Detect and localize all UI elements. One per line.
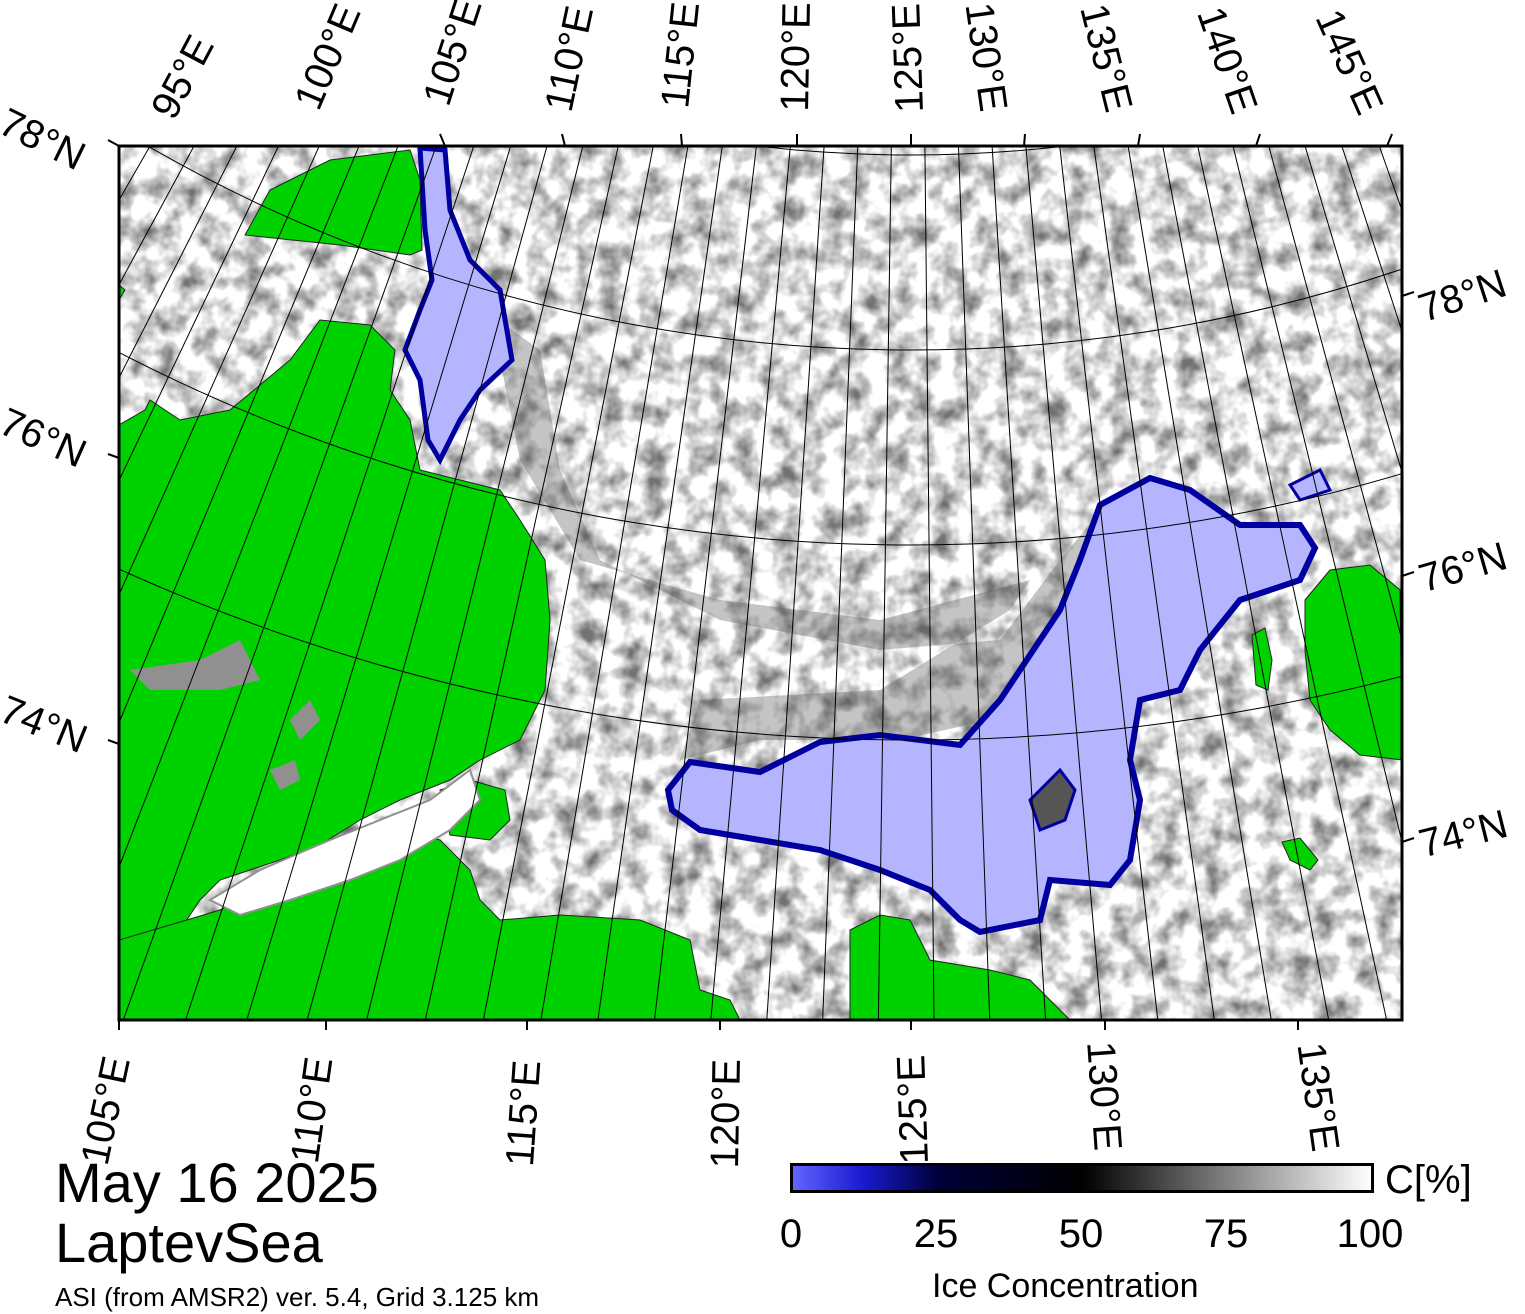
bottom-lon-label: 120°E — [703, 1058, 749, 1169]
khatanga-gulf — [207, 768, 482, 917]
map-region: LaptevSea — [55, 1211, 323, 1274]
polynya-small — [1287, 467, 1333, 502]
meridian-line — [924, 146, 935, 1020]
meridian-line — [1405, 22, 1525, 1039]
meridian-line — [822, 146, 859, 1020]
meridian-line — [424, 146, 619, 1020]
meridian-line — [654, 146, 757, 1020]
thin-ice-band — [440, 160, 1110, 760]
colorbar-tick: 100 — [1336, 1212, 1404, 1256]
map-date: May 16 2025 — [55, 1151, 379, 1214]
data-source: ASI (from AMSR2) ver. 5.4, Grid 3.125 km — [55, 1282, 540, 1312]
meridian-line — [1127, 146, 1272, 1020]
map-frame — [117, 144, 1404, 1022]
meridian-line — [1197, 146, 1388, 1020]
frame-ticks — [107, 133, 1415, 1030]
meridian-line — [710, 146, 791, 1020]
meridian-line — [119, 146, 360, 724]
meridian-line — [0, 0, 75, 659]
polynya-west — [402, 146, 515, 466]
meridian-line — [122, 146, 437, 1020]
meridian-line — [766, 146, 825, 1020]
colorbar-tick: 0 — [779, 1212, 803, 1256]
top-lon-label: 115°E — [653, 0, 709, 111]
polynya-island — [1028, 767, 1077, 832]
frame-tick — [1023, 133, 1026, 147]
meridian-line — [1341, 146, 1402, 333]
meridian-line — [1059, 146, 1159, 1020]
frame-tick — [680, 133, 683, 147]
meridian-line — [1232, 146, 1402, 844]
frame-tick — [107, 453, 120, 459]
frame-tick — [107, 739, 120, 745]
frame-tick — [107, 139, 120, 147]
meridian-line — [877, 146, 892, 1020]
meridian-line — [366, 146, 584, 1020]
stolbovoy-island — [1281, 837, 1319, 871]
lena-delta — [849, 914, 1071, 1020]
meridian-line — [1093, 146, 1215, 1020]
colorbar-caption: Ice Concentration — [932, 1267, 1199, 1305]
meridian-line — [119, 146, 399, 869]
meridian-line — [119, 146, 280, 482]
frame-tick — [439, 133, 446, 147]
bottom-lon-label: 115°E — [498, 1058, 550, 1168]
frame-tick — [1255, 133, 1261, 147]
kotelny-island — [1304, 564, 1402, 761]
meridian-line — [1436, 9, 1525, 1015]
colorbar — [790, 1163, 1374, 1193]
meridian-line — [597, 146, 723, 1020]
frame-tick — [1401, 837, 1415, 843]
meridian-line — [246, 146, 512, 1020]
meridian-line — [482, 146, 654, 1020]
meridian-line — [540, 146, 689, 1020]
frame-tick — [1401, 291, 1415, 297]
colorbar-tick: 75 — [1203, 1212, 1249, 1256]
meridian-line — [185, 146, 475, 1020]
coastal-gray — [130, 640, 320, 790]
top-lon-label: 120°E — [773, 1, 819, 113]
meridian-line — [1268, 146, 1402, 642]
colorbar-unit: C[%] — [1385, 1158, 1472, 1202]
bottom-lon-label: 125°E — [889, 1054, 937, 1166]
graticule — [0, 0, 1525, 1039]
meridian-line — [1304, 146, 1402, 475]
parallel-line — [147, 146, 1402, 351]
bottom-lon-label: 130°E — [1078, 1039, 1130, 1153]
colorbar-tick: 25 — [913, 1212, 959, 1256]
frame-tick — [561, 133, 566, 147]
meridian-line — [991, 146, 1047, 1020]
frame-tick — [1137, 133, 1141, 147]
meridian-line — [1162, 146, 1330, 1020]
taymyr-peninsula — [119, 319, 551, 941]
frame-tick — [1386, 133, 1393, 147]
polynya-laptev — [664, 474, 1319, 936]
meridian-line — [306, 146, 548, 1020]
frame-tick — [1401, 571, 1415, 577]
land — [119, 149, 1402, 1020]
colorbar-tick: 50 — [1058, 1212, 1104, 1256]
meridian-line — [1025, 146, 1103, 1020]
meridian-line — [957, 146, 991, 1020]
meridian-line — [119, 146, 320, 596]
parallel-line — [753, 146, 1069, 156]
top-lon-label: 125°E — [884, 2, 932, 114]
